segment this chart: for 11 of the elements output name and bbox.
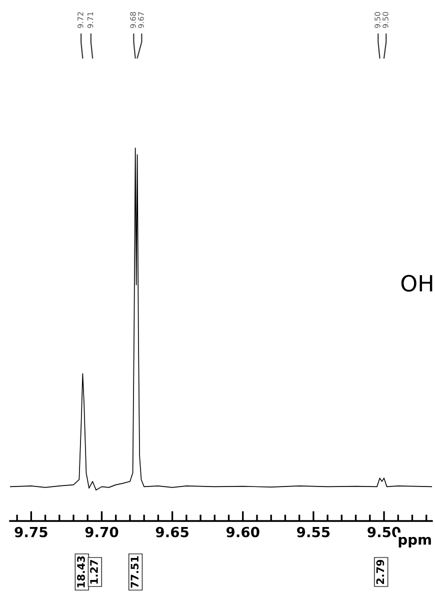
text: 77.51 <box>130 556 139 588</box>
annotation: OH <box>401 274 432 292</box>
text: 18.43 <box>77 556 85 588</box>
x-tick-label: 9.75 <box>14 526 48 538</box>
x-axis-title: ppm <box>398 536 431 548</box>
text: 2.79 <box>376 560 384 584</box>
x-tick-label: 9.60 <box>226 526 260 538</box>
x-tick-label: 9.70 <box>85 526 118 538</box>
x-tick-label: 9.55 <box>297 526 330 538</box>
x-tick-label: 9.65 <box>156 526 188 538</box>
text: 1.27 <box>90 560 98 584</box>
